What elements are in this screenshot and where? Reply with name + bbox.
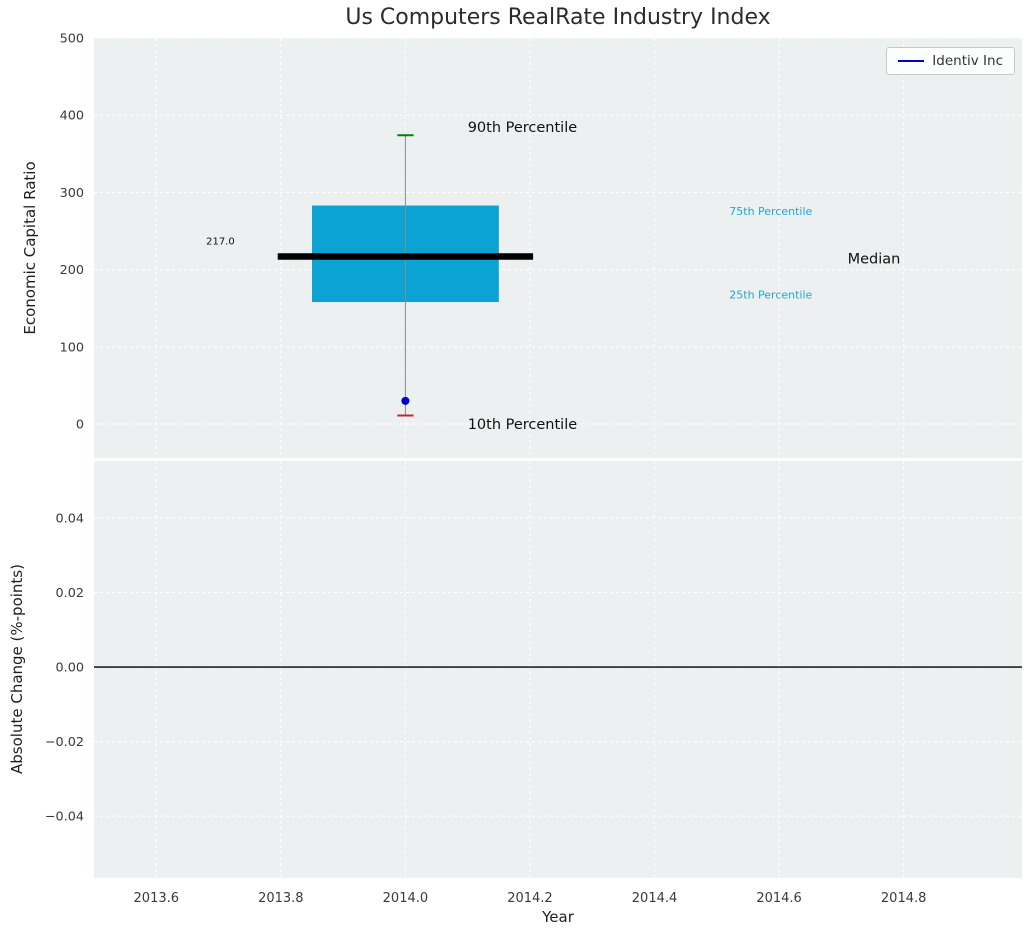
- y-tick-label: 500: [60, 32, 84, 47]
- y-tick-label: −0.04: [45, 810, 84, 825]
- annotation-75th-percentile: 75th Percentile: [729, 205, 812, 218]
- x-tick-label: 2014.0: [383, 891, 429, 906]
- x-tick-label: 2014.8: [881, 891, 927, 906]
- xlabel-year: Year: [542, 908, 574, 926]
- x-tick-label: 2014.2: [507, 891, 553, 906]
- y-tick-label: 0.04: [56, 512, 85, 527]
- legend-entry-identiv-inc: Identiv Inc: [932, 53, 1003, 69]
- legend: Identiv Inc: [886, 47, 1015, 75]
- x-tick-label: 2013.8: [258, 891, 304, 906]
- annotation-217-0: 217.0: [206, 237, 235, 248]
- y-tick-label: 400: [60, 109, 84, 124]
- panel-economic-capital-ratio: [94, 38, 1022, 458]
- x-tick-label: 2014.4: [632, 891, 678, 906]
- panel-absolute-change: [94, 461, 1022, 878]
- y-tick-label: 0.00: [56, 661, 85, 676]
- x-tick-label: 2014.6: [756, 891, 802, 906]
- legend-line-identiv-inc: [898, 60, 925, 62]
- annotation-10th-percentile: 10th Percentile: [468, 417, 578, 433]
- annotation-25th-percentile: 25th Percentile: [729, 288, 812, 301]
- annotation-median: Median: [848, 251, 901, 267]
- x-tick-label: 2013.6: [134, 891, 180, 906]
- y-tick-label: 300: [60, 186, 84, 201]
- y-tick-label: 200: [60, 263, 84, 278]
- y-tick-label: 100: [60, 340, 84, 355]
- company-point-identiv-inc: [401, 396, 410, 405]
- annotation-90th-percentile: 90th Percentile: [468, 120, 578, 136]
- y-tick-label: 0: [76, 418, 84, 433]
- y-tick-label: −0.02: [45, 735, 84, 750]
- chart-title: Us Computers RealRate Industry Index: [345, 5, 771, 30]
- y-tick-label: 0.02: [56, 586, 85, 601]
